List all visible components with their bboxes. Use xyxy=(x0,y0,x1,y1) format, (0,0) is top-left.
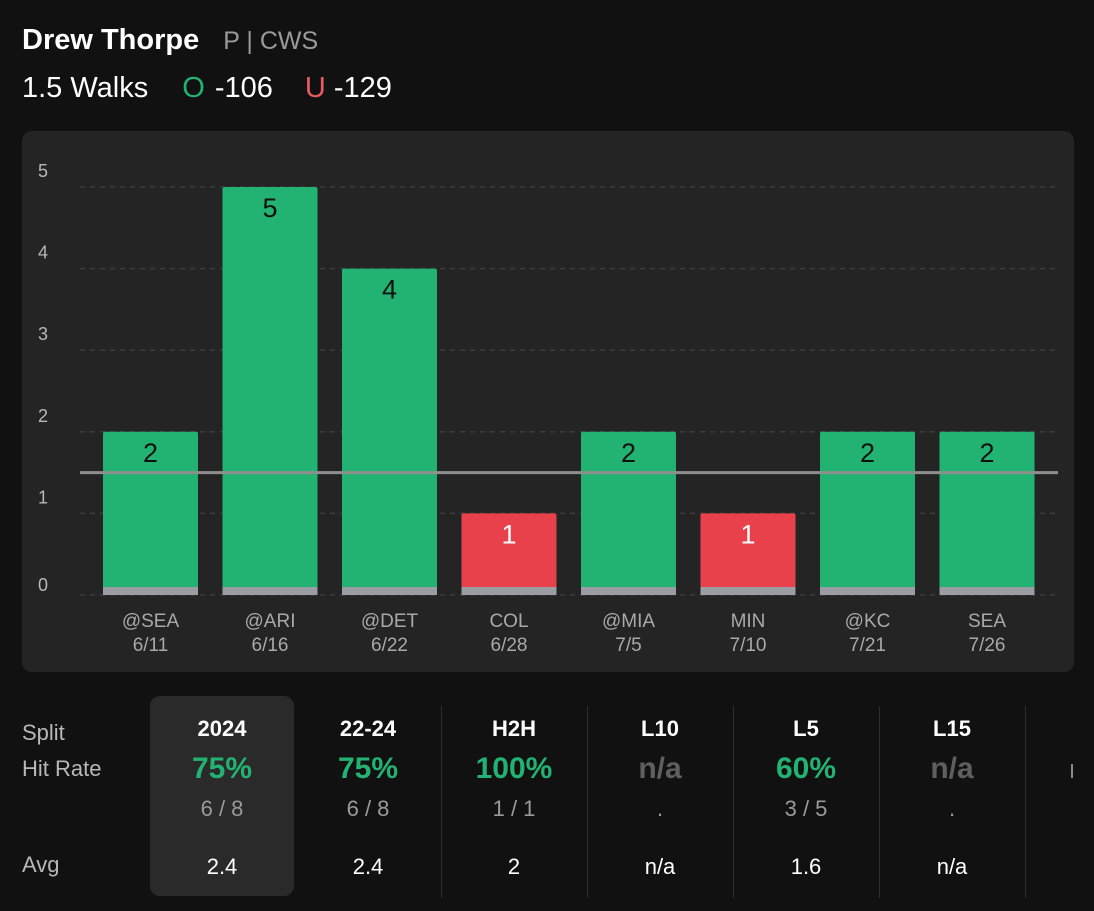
under-odds[interactable]: -129 xyxy=(333,72,392,104)
y-tick-label: 3 xyxy=(38,324,48,344)
prop-line-row: 1.5 Walks O -106 U -129 xyxy=(22,72,1072,105)
under-icon[interactable]: U xyxy=(304,72,326,104)
x-tick-team: MIN xyxy=(731,611,766,632)
column-divider xyxy=(733,706,734,898)
bar-value-label: 2 xyxy=(143,438,158,468)
x-tick-date: 7/5 xyxy=(615,635,641,656)
game-log-chart: 0 1 2 3 4 5 2 @SEA 6/11 5 @ARI 6/16 4 @DET 6/22 1 COL 6/2… xyxy=(22,131,1074,672)
avg-row-label: Avg xyxy=(22,852,60,877)
hit-fraction: 6 / 8 xyxy=(200,796,244,821)
scroll-indicator[interactable] xyxy=(1071,764,1073,778)
avg-value: 2.4 xyxy=(352,854,384,879)
bar-base xyxy=(939,587,1035,595)
bar-base xyxy=(222,587,318,595)
over-odds[interactable]: -106 xyxy=(214,72,273,104)
hit-fraction: . xyxy=(656,796,664,821)
bar-value-label: 2 xyxy=(860,438,875,468)
split-column-l15[interactable]: L15 n/a. n/a xyxy=(880,696,1024,896)
bar-base xyxy=(700,587,796,595)
player-position-team: P | CWS xyxy=(223,27,319,55)
split-title: 22-24 xyxy=(339,716,397,741)
bar-value-label: 2 xyxy=(979,438,994,468)
hit-rate-value: 75% xyxy=(337,752,399,785)
hit-fraction: 6 / 8 xyxy=(346,796,390,821)
x-tick-date: 7/26 xyxy=(969,635,1006,656)
x-tick-date: 7/10 xyxy=(730,635,767,656)
split-title: L15 xyxy=(933,716,971,741)
x-tick-date: 6/16 xyxy=(252,635,289,656)
x-tick-date: 6/11 xyxy=(133,635,169,656)
bar-base xyxy=(103,587,198,595)
stats-row-labels: Split Hit Rate Avg xyxy=(22,696,150,911)
hit-rate-value: 100% xyxy=(475,752,553,785)
over-icon[interactable]: O xyxy=(182,72,205,104)
x-tick-date: 6/22 xyxy=(371,635,408,656)
x-tick-team: @DET xyxy=(361,611,419,632)
bar-value-label: 4 xyxy=(382,275,397,305)
hit-fraction: 3 / 5 xyxy=(784,796,828,821)
bar-value-label: 1 xyxy=(740,519,755,549)
hit-rate-row-label: Hit Rate xyxy=(22,756,102,781)
column-divider xyxy=(1025,706,1026,898)
bar[interactable] xyxy=(222,187,318,595)
split-column-h2h[interactable]: H2H 100% 1 / 1 2 xyxy=(442,696,586,896)
y-tick-label: 2 xyxy=(38,406,48,426)
y-tick-label: 1 xyxy=(38,487,48,507)
x-tick-date: 7/21 xyxy=(849,635,886,656)
x-tick-team: SEA xyxy=(968,611,1006,632)
avg-value: 2.4 xyxy=(206,854,238,879)
x-tick-team: COL xyxy=(489,611,528,632)
player-row: Drew Thorpe P | CWS xyxy=(22,24,1072,68)
bar-value-label: 2 xyxy=(621,438,636,468)
x-tick-team: @MIA xyxy=(602,611,655,632)
bar-value-label: 1 xyxy=(501,519,516,549)
prop-line-label: 1.5 Walks xyxy=(22,72,149,104)
column-divider xyxy=(441,706,442,898)
bar-base xyxy=(342,587,437,595)
bar-base xyxy=(581,587,676,595)
hit-fraction: . xyxy=(948,796,956,821)
x-tick-team: @ARI xyxy=(245,611,296,632)
hit-rate-value: n/a xyxy=(638,752,682,785)
split-column-l5[interactable]: L5 60% 3 / 5 1.6 xyxy=(734,696,878,896)
hit-fraction: 1 / 1 xyxy=(492,796,536,821)
bar-base xyxy=(820,587,915,595)
split-column-l10[interactable]: L10 n/a. n/a xyxy=(588,696,732,896)
split-column-22-24[interactable]: 22-24 75% 6 / 8 2.4 xyxy=(296,696,440,896)
header: Drew Thorpe P | CWS 1.5 Walks O -106 U -… xyxy=(22,24,1072,105)
split-title: L5 xyxy=(793,716,819,741)
avg-value: n/a xyxy=(644,854,676,879)
y-tick-label: 4 xyxy=(38,243,48,263)
split-title: H2H xyxy=(491,716,536,741)
x-tick-team: @SEA xyxy=(122,611,180,632)
x-tick-date: 6/28 xyxy=(491,635,528,656)
column-divider xyxy=(587,706,588,898)
split-stats-table: Split Hit Rate Avg 2024 75% 6 / 8 2.4 22-24 7… xyxy=(0,696,1094,911)
chart-canvas: 0 1 2 3 4 5 2 @SEA 6/11 5 @ARI 6/16 4 @DET 6/22 1 COL 6/2… xyxy=(38,161,1058,656)
split-row-label: Split xyxy=(22,720,65,745)
x-tick-team: @KC xyxy=(845,611,891,632)
y-tick-label: 0 xyxy=(38,575,48,595)
split-column-2024[interactable]: 2024 75% 6 / 8 2.4 xyxy=(150,696,294,896)
bar[interactable] xyxy=(342,268,437,595)
player-name[interactable]: Drew Thorpe xyxy=(22,24,200,56)
avg-value: 1.6 xyxy=(790,854,822,879)
hit-rate-value: n/a xyxy=(930,752,974,785)
bar-base xyxy=(461,587,557,595)
hit-rate-value: 75% xyxy=(191,752,253,785)
split-title: 2024 xyxy=(197,716,247,741)
bar[interactable] xyxy=(700,513,796,595)
column-divider xyxy=(879,706,880,898)
avg-value: n/a xyxy=(936,854,968,879)
bar-value-label: 5 xyxy=(262,193,277,223)
y-tick-label: 5 xyxy=(38,161,48,181)
split-title: L10 xyxy=(641,716,679,741)
avg-value: 2 xyxy=(507,854,521,879)
bar[interactable] xyxy=(461,513,557,595)
hit-rate-value: 60% xyxy=(775,752,837,785)
